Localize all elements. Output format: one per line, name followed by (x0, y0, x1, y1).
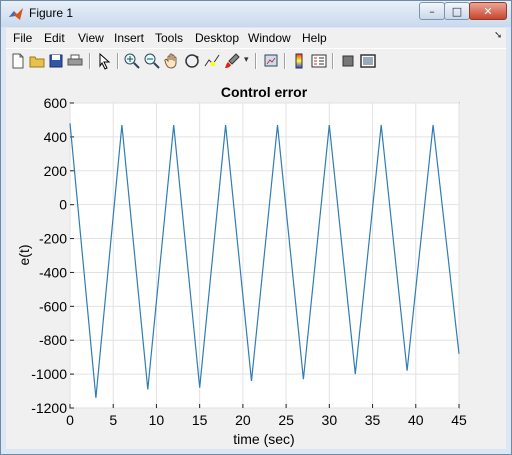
pointer-icon[interactable] (95, 52, 113, 70)
open-folder-icon[interactable] (28, 52, 46, 70)
menu-window[interactable]: Window (248, 31, 291, 45)
series-line (69, 123, 460, 398)
toolbar-separator (255, 53, 257, 69)
y-tick-label: -600 (39, 298, 67, 314)
title-bar[interactable]: Figure 1 – □ ✕ (1, 1, 511, 27)
x-tick-label: 10 (149, 412, 165, 428)
colorbar-icon[interactable] (290, 52, 308, 70)
menu-bar: File Edit View Insert Tools Desktop Wind… (6, 28, 506, 48)
window-title: Figure 1 (29, 6, 74, 20)
x-tick-label: 30 (322, 412, 338, 428)
x-tick-label: 15 (192, 412, 208, 428)
minimize-button[interactable]: – (419, 2, 445, 20)
legend-icon[interactable] (310, 52, 328, 70)
data-cursor-icon[interactable] (203, 52, 221, 70)
x-tick-label: 25 (278, 412, 294, 428)
figure-toolbar: ▾ (6, 48, 506, 75)
rotate-3d-icon[interactable] (183, 52, 201, 70)
plot-svg: 0 5 10 15 20 25 30 35 40 45 600 400 200 0 -200 -400 -600… (16, 84, 467, 447)
chart-title: Control error (221, 84, 308, 100)
pan-hand-icon[interactable] (163, 52, 181, 70)
new-file-icon[interactable] (9, 52, 27, 70)
chevron-down-icon[interactable]: ▾ (244, 55, 249, 65)
x-tick-label: 45 (451, 412, 467, 428)
toolbar-separator (117, 53, 119, 69)
figure-canvas[interactable]: 0 5 10 15 20 25 30 35 40 45 600 400 200 0 -200 -400 -600… (6, 74, 506, 449)
toolbar-separator (332, 53, 334, 69)
y-tick-label: -400 (39, 264, 67, 280)
x-tick-label: 35 (365, 412, 381, 428)
dock-icon[interactable] (359, 52, 377, 70)
y-axis-label: e(t) (16, 245, 32, 266)
y-tick-label: -1000 (31, 366, 67, 382)
menu-view[interactable]: View (78, 31, 104, 45)
y-tick-label: -800 (39, 332, 67, 348)
maximize-button[interactable]: □ (444, 2, 470, 20)
toolbar-separator (284, 53, 286, 69)
menu-file[interactable]: File (13, 31, 33, 45)
x-tick-label: 5 (109, 412, 117, 428)
toolbar-separator (89, 53, 91, 69)
x-tick-label: 0 (66, 412, 74, 428)
y-tick-label: -200 (39, 231, 67, 247)
link-plot-icon[interactable] (262, 52, 280, 70)
hide-tools-icon[interactable] (339, 52, 357, 70)
menu-desktop[interactable]: Desktop (195, 31, 240, 45)
save-icon[interactable] (47, 52, 65, 70)
print-icon[interactable] (66, 52, 84, 70)
grid-lines (69, 102, 460, 409)
zoom-in-icon[interactable] (123, 52, 141, 70)
axis-ticks: 0 5 10 15 20 25 30 35 40 45 600 400 200 0 -200 -400 -600… (31, 95, 467, 428)
x-tick-label: 40 (408, 412, 424, 428)
menu-help[interactable]: Help (302, 31, 327, 45)
close-button[interactable]: ✕ (469, 2, 507, 20)
menu-edit[interactable]: Edit (44, 31, 65, 45)
zoom-out-icon[interactable] (143, 52, 161, 70)
y-tick-label: 0 (59, 197, 67, 213)
y-tick-label: -1200 (31, 400, 67, 416)
y-tick-label: 200 (44, 163, 68, 179)
y-tick-label: 600 (44, 95, 68, 111)
x-tick-label: 20 (235, 412, 251, 428)
menu-tools[interactable]: Tools (155, 31, 184, 45)
menu-insert[interactable]: Insert (114, 31, 145, 45)
matlab-logo-icon (9, 8, 23, 20)
y-tick-label: 400 (44, 129, 68, 145)
dock-arrow-icon[interactable]: ➘ (494, 30, 503, 41)
x-axis-label: time (sec) (233, 431, 294, 447)
brush-icon[interactable] (223, 52, 241, 70)
